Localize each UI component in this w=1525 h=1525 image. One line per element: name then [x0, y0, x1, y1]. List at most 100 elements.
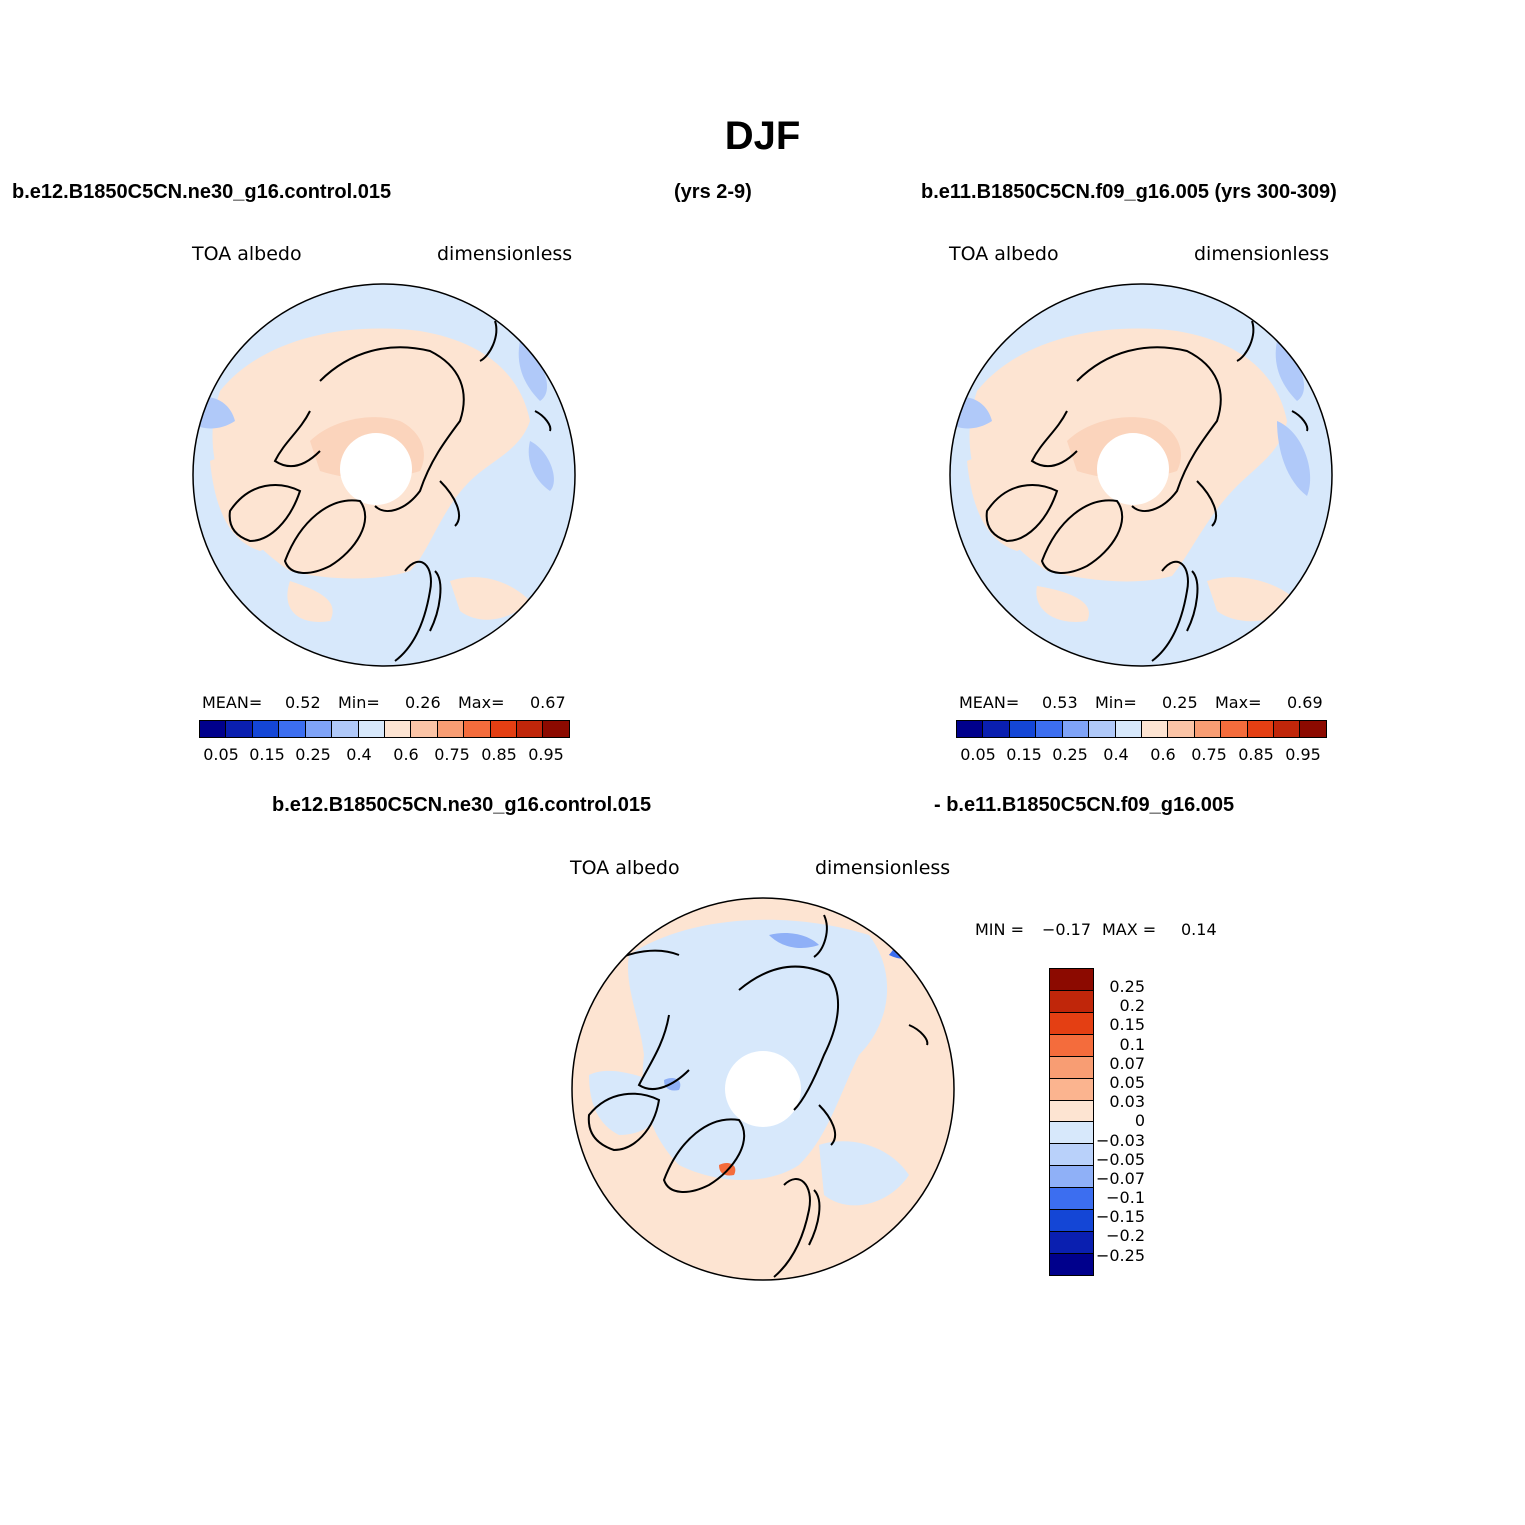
- difference-polar-map: [571, 897, 955, 1281]
- colorbar-swatch: [1050, 990, 1093, 1013]
- colorbar-swatch: [1050, 1144, 1093, 1167]
- bottom-case-a-title: b.e12.B1850C5CN.ne30_g16.control.015: [272, 794, 652, 816]
- colorbar-tick-label: −0.1: [1106, 1188, 1145, 1208]
- colorbar-tick-label: 0.05: [203, 745, 239, 764]
- colorbar-swatch: [1194, 721, 1222, 737]
- top-right-case-title: b.e11.B1850C5CN.f09_g16.005 (yrs 300-309…: [921, 181, 1337, 203]
- top-right-max-value: 0.69: [1287, 693, 1323, 712]
- difference-max-value: 0.14: [1181, 920, 1217, 939]
- difference-colorbar: [1049, 968, 1094, 1276]
- colorbar-tick-label: −0.2: [1106, 1226, 1145, 1246]
- colorbar-tick-label: −0.07: [1095, 1168, 1145, 1188]
- colorbar-swatch: [1050, 1232, 1093, 1254]
- colorbar-swatch: [279, 721, 306, 737]
- colorbar-tick-label: −0.03: [1095, 1130, 1145, 1150]
- top-left-min-label: Min=: [338, 693, 380, 712]
- top-left-max-value: 0.67: [530, 693, 566, 712]
- top-right-variable-label: TOA albedo: [949, 243, 1059, 265]
- colorbar-swatch: [1050, 969, 1093, 991]
- colorbar-tick-label: 0.4: [346, 745, 372, 764]
- top-left-min-value: 0.26: [405, 693, 441, 712]
- colorbar-swatch: [1300, 721, 1326, 737]
- colorbar-swatch: [1050, 1210, 1093, 1233]
- colorbar-swatch: [200, 721, 227, 737]
- difference-max-label: MAX =: [1102, 920, 1157, 939]
- colorbar-swatch: [1050, 1253, 1093, 1275]
- colorbar-swatch: [437, 721, 465, 737]
- colorbar-swatch: [1089, 721, 1116, 737]
- colorbar-tick-label: 0.15: [1006, 745, 1042, 764]
- colorbar-tick-label: 0.85: [1238, 745, 1274, 764]
- colorbar-tick-label: 0.95: [1285, 745, 1321, 764]
- colorbar-tick-label: 0.03: [1109, 1092, 1145, 1112]
- colorbar-swatch: [1009, 721, 1037, 737]
- colorbar-tick-label: 0.75: [434, 745, 470, 764]
- top-left-years: (yrs 2-9): [674, 181, 752, 203]
- colorbar-swatch: [1247, 721, 1275, 737]
- colorbar-tick-label: 0.15: [1109, 1015, 1145, 1035]
- colorbar-swatch: [983, 721, 1010, 737]
- top-left-case-title: b.e12.B1850C5CN.ne30_g16.control.015: [12, 181, 392, 203]
- colorbar-swatch: [384, 721, 412, 737]
- colorbar-swatch: [1050, 1012, 1093, 1035]
- colorbar-tick-label: 0.6: [393, 745, 419, 764]
- colorbar-swatch: [1115, 721, 1142, 737]
- top-right-colorbar-labels: 0.05 0.15 0.25 0.4 0.6 0.75 0.85 0.95: [956, 745, 1327, 765]
- colorbar-swatch: [1062, 721, 1090, 737]
- colorbar-swatch: [1050, 1100, 1093, 1123]
- colorbar-swatch: [1221, 721, 1248, 737]
- top-left-variable-label: TOA albedo: [192, 243, 302, 265]
- colorbar-swatch: [1050, 1122, 1093, 1145]
- colorbar-tick-label: 0.25: [1052, 745, 1088, 764]
- bottom-variable-label: TOA albedo: [570, 857, 680, 879]
- colorbar-tick-label: −0.15: [1095, 1207, 1145, 1227]
- top-right-colorbar: [956, 720, 1327, 738]
- colorbar-tick-label: 0.25: [295, 745, 331, 764]
- top-right-polar-map: [949, 283, 1333, 667]
- top-left-mean-label: MEAN=: [202, 693, 263, 712]
- colorbar-swatch: [1274, 721, 1301, 737]
- colorbar-tick-label: 0.75: [1191, 745, 1227, 764]
- colorbar-swatch: [957, 721, 984, 737]
- top-left-max-label: Max=: [458, 693, 505, 712]
- colorbar-swatch: [252, 721, 280, 737]
- colorbar-swatch: [1141, 721, 1169, 737]
- top-left-units-label: dimensionless: [437, 243, 573, 265]
- colorbar-tick-label: 0.6: [1150, 745, 1176, 764]
- colorbar-swatch: [305, 721, 333, 737]
- top-left-colorbar: [199, 720, 570, 738]
- bottom-case-b-title: - b.e11.B1850C5CN.f09_g16.005: [934, 794, 1235, 816]
- top-right-min-value: 0.25: [1162, 693, 1198, 712]
- colorbar-swatch: [226, 721, 253, 737]
- colorbar-swatch: [1050, 1056, 1093, 1079]
- colorbar-tick-label: 0.95: [528, 745, 564, 764]
- colorbar-tick-label: −0.25: [1095, 1245, 1145, 1265]
- colorbar-swatch: [411, 721, 438, 737]
- colorbar-swatch: [1168, 721, 1195, 737]
- colorbar-swatch: [332, 721, 359, 737]
- colorbar-tick-label: 0.15: [249, 745, 285, 764]
- colorbar-swatch: [1036, 721, 1063, 737]
- difference-min-value: −0.17: [1042, 920, 1092, 939]
- colorbar-swatch: [1050, 1166, 1093, 1189]
- colorbar-tick-label: 0.25: [1109, 977, 1145, 996]
- colorbar-tick-label: 0.2: [1119, 996, 1145, 1016]
- top-right-units-label: dimensionless: [1194, 243, 1330, 265]
- difference-colorbar-labels: 0.25 0.2 0.15 0.1 0.07 0.05 0.03 0 −0.03 −0.05 −0.…: [1095, 977, 1145, 1265]
- colorbar-tick-label: 0.07: [1109, 1053, 1145, 1073]
- colorbar-swatch: [543, 721, 569, 737]
- top-right-mean-label: MEAN=: [959, 693, 1020, 712]
- top-left-colorbar-labels: 0.05 0.15 0.25 0.4 0.6 0.75 0.85 0.95: [199, 745, 570, 765]
- colorbar-tick-label: 0.05: [1109, 1072, 1145, 1092]
- colorbar-tick-label: −0.05: [1095, 1149, 1145, 1169]
- top-right-max-label: Max=: [1215, 693, 1262, 712]
- colorbar-tick-label: 0.85: [481, 745, 517, 764]
- colorbar-swatch: [358, 721, 385, 737]
- colorbar-tick-label: 0.05: [960, 745, 996, 764]
- colorbar-swatch: [517, 721, 544, 737]
- difference-min-label: MIN =: [975, 920, 1024, 939]
- colorbar-tick-label: 0: [1134, 1111, 1145, 1131]
- colorbar-swatch: [1050, 1078, 1093, 1101]
- colorbar-swatch: [1050, 1034, 1093, 1057]
- bottom-units-label: dimensionless: [815, 857, 951, 879]
